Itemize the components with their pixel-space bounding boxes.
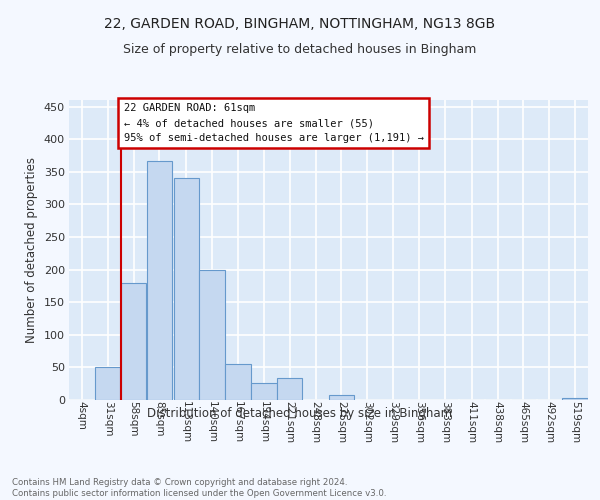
Bar [277, 378, 302, 400]
Bar [562, 398, 588, 400]
Bar [251, 383, 277, 400]
Y-axis label: Number of detached properties: Number of detached properties [25, 157, 38, 343]
Bar [95, 368, 121, 400]
Bar [173, 178, 199, 400]
Text: Size of property relative to detached houses in Bingham: Size of property relative to detached ho… [124, 42, 476, 56]
Text: 22 GARDEN ROAD: 61sqm
← 4% of detached houses are smaller (55)
95% of semi-detac: 22 GARDEN ROAD: 61sqm ← 4% of detached h… [124, 104, 424, 143]
Text: 22, GARDEN ROAD, BINGHAM, NOTTINGHAM, NG13 8GB: 22, GARDEN ROAD, BINGHAM, NOTTINGHAM, NG… [104, 18, 496, 32]
Bar [147, 160, 172, 400]
Text: Contains HM Land Registry data © Crown copyright and database right 2024.
Contai: Contains HM Land Registry data © Crown c… [12, 478, 386, 498]
Bar [199, 270, 225, 400]
Bar [226, 364, 251, 400]
Bar [121, 282, 146, 400]
Text: Distribution of detached houses by size in Bingham: Distribution of detached houses by size … [148, 408, 452, 420]
Bar [329, 396, 354, 400]
